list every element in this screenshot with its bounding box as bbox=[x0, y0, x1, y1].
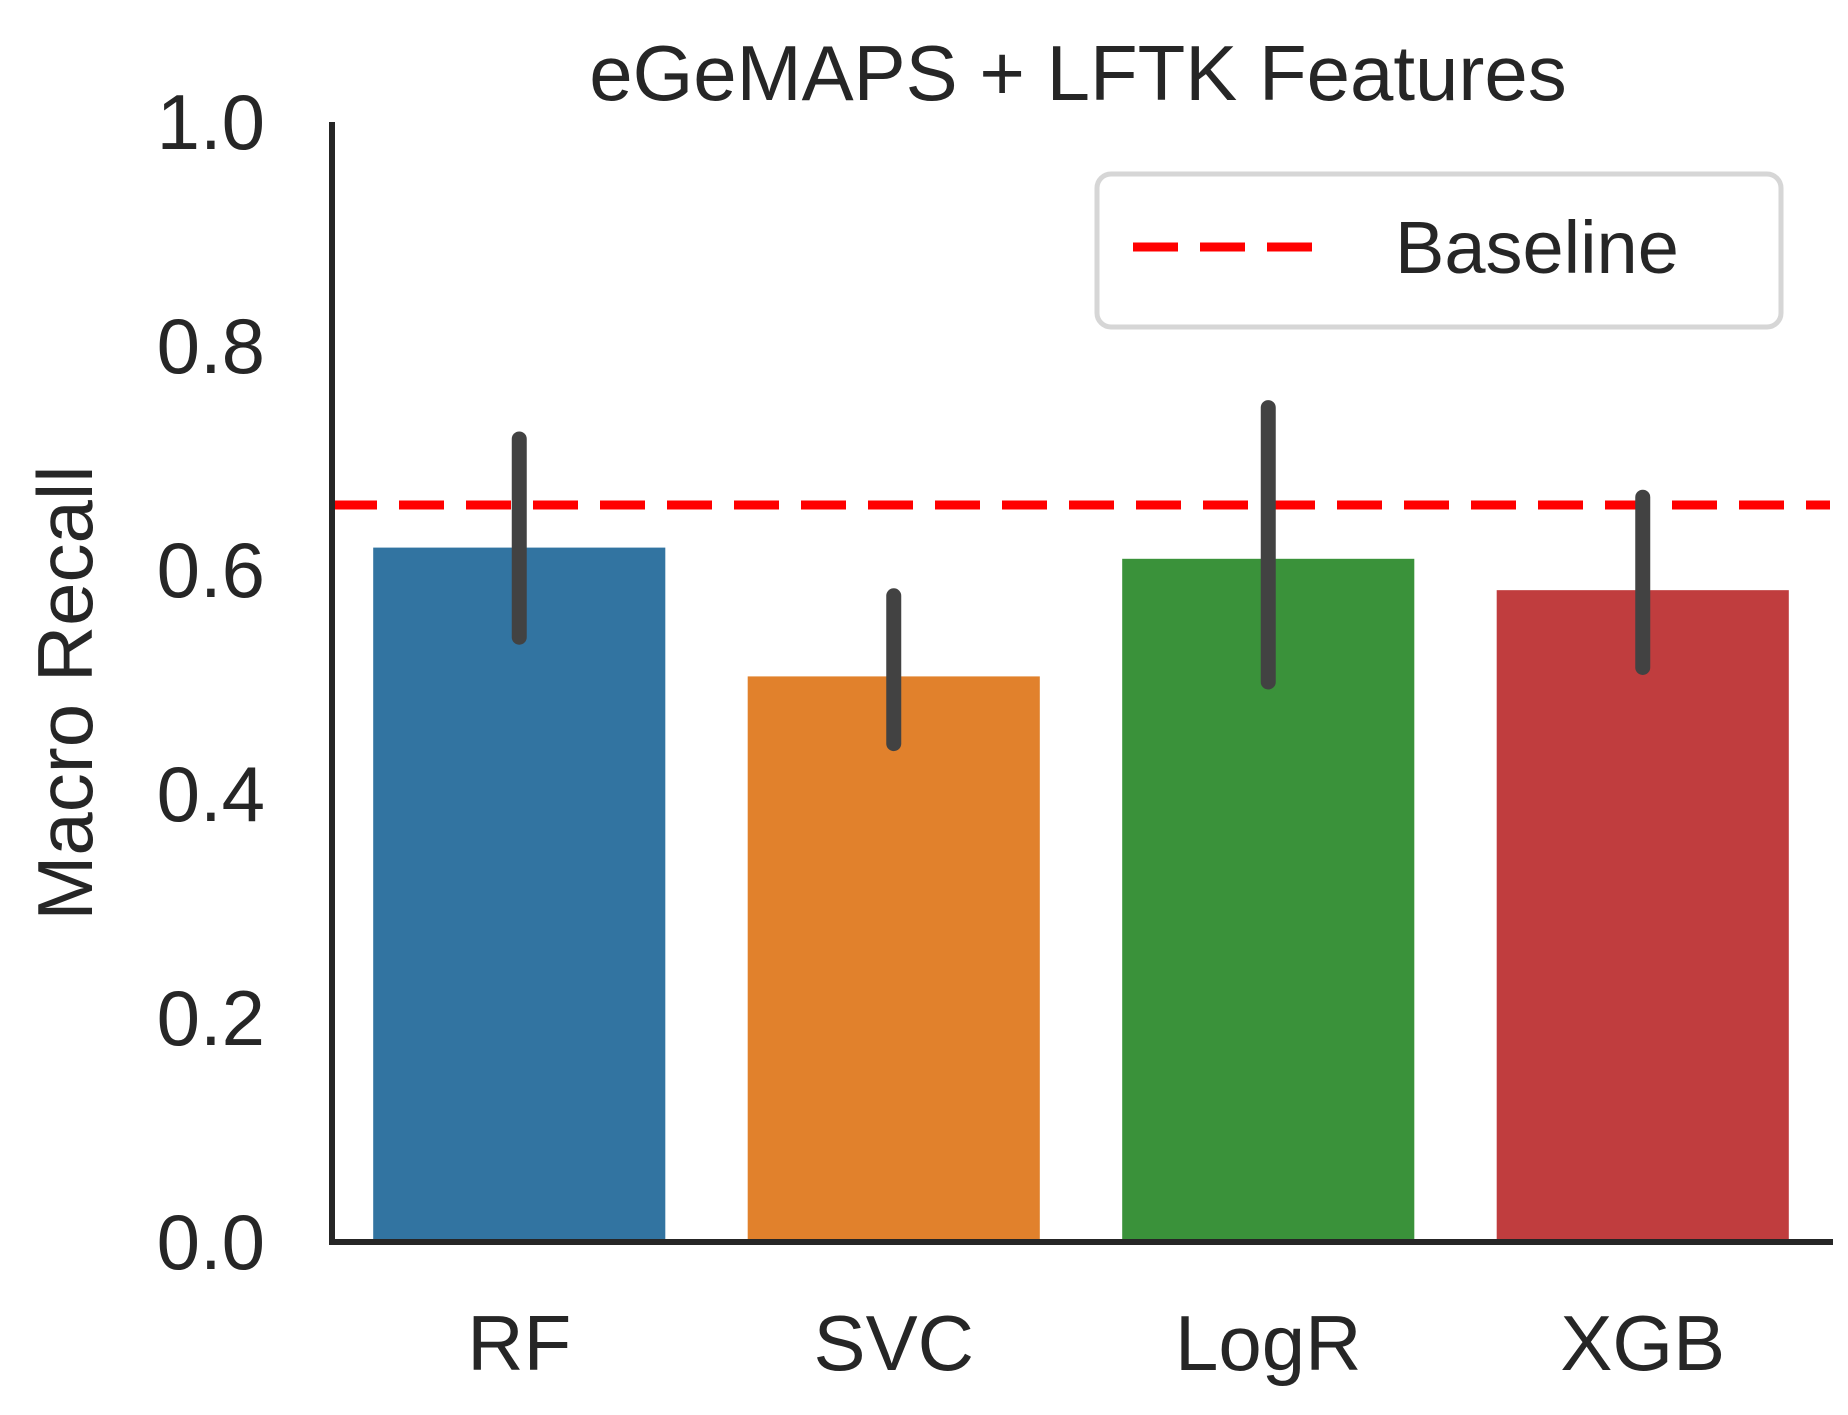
x-tick-label-rf: RF bbox=[467, 1299, 571, 1387]
y-tick-label: 0.6 bbox=[157, 526, 265, 614]
x-tick-label-logr: LogR bbox=[1175, 1299, 1361, 1387]
y-tick-label: 1.0 bbox=[157, 78, 265, 166]
legend-frame bbox=[1094, 171, 1784, 330]
y-tick-label: 0.0 bbox=[157, 1198, 265, 1286]
legend-baseline-label: Baseline bbox=[1395, 206, 1679, 289]
error-bars-layer bbox=[511, 400, 1651, 752]
y-tick-label: 0.8 bbox=[157, 302, 265, 390]
bars-layer bbox=[373, 547, 1789, 1242]
bar-rf bbox=[373, 547, 666, 1242]
bar-xgb bbox=[1496, 590, 1789, 1242]
x-tick-label-xgb: XGB bbox=[1560, 1299, 1725, 1387]
x-tick-label-svc: SVC bbox=[814, 1299, 974, 1387]
y-tick-label: 0.4 bbox=[157, 750, 265, 838]
legend: Baseline bbox=[1094, 171, 1784, 330]
chart-title: eGeMAPS + LFTK Features bbox=[589, 29, 1567, 117]
y-axis-label: Macro Recall bbox=[21, 465, 109, 920]
x-ticks-layer: RF SVC LogR XGB bbox=[467, 1299, 1725, 1387]
y-tick-label: 0.2 bbox=[157, 974, 265, 1062]
y-ticks-layer: 0.0 0.2 0.4 0.6 0.8 1.0 bbox=[157, 78, 265, 1286]
bar-svc bbox=[747, 676, 1040, 1242]
